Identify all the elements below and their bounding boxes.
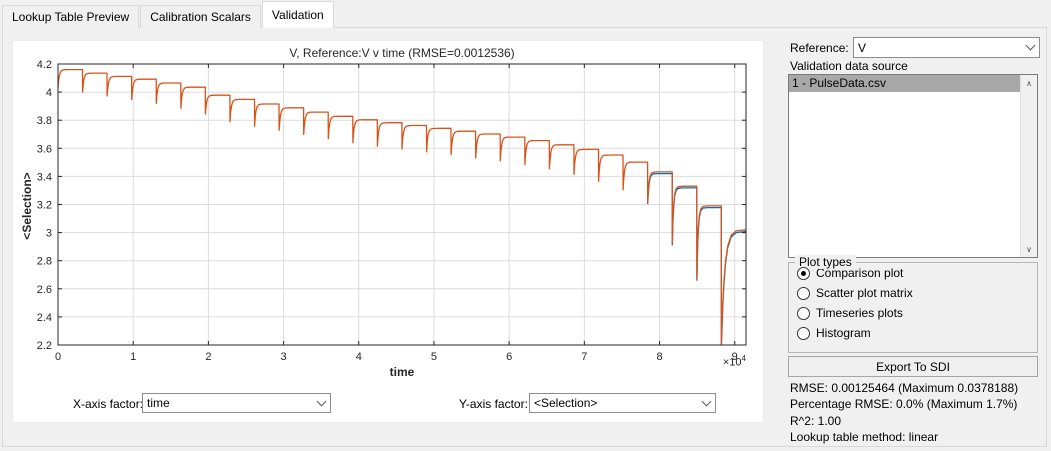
svg-text:4: 4 (46, 87, 52, 99)
svg-text:3.4: 3.4 (37, 171, 52, 183)
svg-text:0: 0 (55, 351, 61, 363)
plot-types-legend: Plot types (795, 255, 856, 269)
radio-icon (797, 306, 810, 320)
chevron-down-icon (698, 394, 715, 412)
svg-text:2.6: 2.6 (37, 284, 52, 296)
svg-text:8: 8 (656, 351, 662, 363)
svg-text:3: 3 (281, 351, 287, 363)
svg-text:2.4: 2.4 (37, 312, 52, 324)
svg-text:4.2: 4.2 (37, 59, 52, 71)
y-axis-factor-value: <Selection> (534, 396, 598, 410)
validation-stats: RMSE: 0.00125464 (Maximum 0.0378188) Per… (790, 380, 1018, 446)
chevron-down-icon (313, 394, 330, 412)
scroll-down-button[interactable]: ∨ (1021, 241, 1037, 257)
scroll-up-button[interactable]: ∧ (1021, 75, 1037, 91)
plot-types-group: Plot types Comparison plot Scatter plot … (788, 255, 1038, 353)
tab-lookup-table-preview[interactable]: Lookup Table Preview (2, 5, 140, 28)
svg-text:2.8: 2.8 (37, 256, 52, 268)
plot-type-radio-timeseries-plots[interactable]: Timeseries plots (797, 303, 1037, 323)
reference-dropdown[interactable]: V (853, 37, 1040, 58)
list-item[interactable]: 1 - PulseData.csv (789, 75, 1020, 92)
svg-text:3.2: 3.2 (37, 200, 52, 212)
svg-text:6: 6 (506, 351, 512, 363)
svg-text:5: 5 (431, 351, 437, 363)
reference-label: Reference: (790, 41, 849, 55)
y-axis-factor-dropdown[interactable]: <Selection> (529, 393, 716, 413)
validation-chart: 0 1 2 3 4 5 6 7 8 9 2.2 2.4 2.6 2.8 3 3.2 3.4 3.6 3.8 4 4.2 (37, 59, 747, 363)
tab-bar: Lookup Table Preview Calibration Scalars… (2, 1, 335, 28)
chart-panel: 0 1 2 3 4 5 6 7 8 9 2.2 2.4 2.6 2.8 3 3.2 3.4 3.6 3.8 4 4.2 … (12, 40, 764, 423)
plot-type-radio-scatter-plot-matrix[interactable]: Scatter plot matrix (797, 283, 1037, 303)
x-axis-factor-dropdown[interactable]: time (142, 393, 331, 413)
chevron-down-icon (1022, 38, 1039, 57)
svg-text:3.6: 3.6 (37, 143, 52, 155)
tab-validation[interactable]: Validation (261, 1, 334, 28)
svg-text:7: 7 (581, 351, 587, 363)
x-axis-factor-label: X-axis factor: (73, 397, 144, 411)
stats-rmse: RMSE: 0.00125464 (Maximum 0.0378188) (790, 381, 1019, 395)
reference-value: V (858, 40, 867, 55)
y-axis-factor-label: Y-axis factor: (459, 397, 528, 411)
svg-text:2: 2 (205, 351, 211, 363)
radio-icon (797, 266, 810, 280)
plot-type-radio-comparison-plot[interactable]: Comparison plot (797, 263, 1037, 283)
validation-data-source-list[interactable]: 1 - PulseData.csv ∧ ∨ (788, 74, 1038, 258)
svg-text:1: 1 (130, 351, 136, 363)
x-axis-label: time (389, 365, 415, 379)
stats-percentage-rmse: Percentage RMSE: 0.0% (Maximum 1.7%) (790, 397, 1018, 412)
svg-text:2.2: 2.2 (37, 340, 52, 352)
tab-calibration-scalars[interactable]: Calibration Scalars (140, 5, 261, 28)
svg-text:4: 4 (356, 351, 362, 363)
svg-text:3.8: 3.8 (37, 115, 52, 127)
scrollbar[interactable]: ∧ ∨ (1020, 75, 1037, 257)
svg-text:3: 3 (46, 228, 52, 240)
y-axis-label: <Selection> (20, 172, 34, 240)
svg-text:9: 9 (732, 351, 738, 363)
export-to-sdi-button[interactable]: Export To SDI (788, 356, 1038, 377)
stats-lookup-method: Lookup table method: linear (790, 430, 939, 445)
stats-r-squared: R^2: 1.00 (790, 413, 841, 428)
chart-title: V, Reference:V v time (RMSE=0.0012536) (289, 46, 515, 60)
axis-multiplier: ×104 (722, 354, 746, 369)
radio-icon (797, 286, 810, 300)
radio-icon (797, 326, 810, 340)
validation-data-source-label: Validation data source (790, 59, 908, 73)
plot-type-radio-histogram[interactable]: Histogram (797, 323, 1037, 343)
x-axis-factor-value: time (147, 396, 170, 410)
